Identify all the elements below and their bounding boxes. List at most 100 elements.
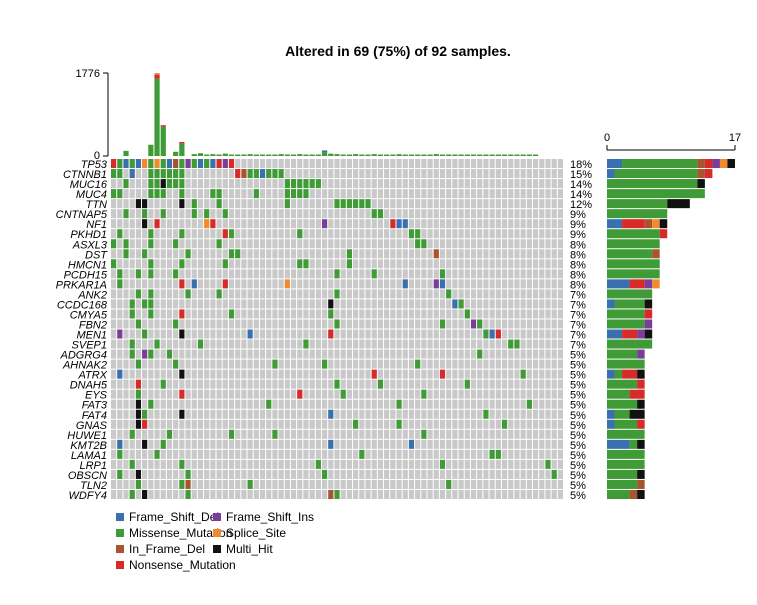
empty-cell xyxy=(111,299,117,309)
empty-cell xyxy=(421,329,427,339)
side-bar-segment xyxy=(644,329,653,339)
empty-cell xyxy=(483,159,489,169)
empty-cell xyxy=(464,329,470,339)
empty-cell xyxy=(545,439,551,449)
empty-cell xyxy=(253,399,259,409)
empty-cell xyxy=(278,209,284,219)
empty-cell xyxy=(408,159,415,169)
empty-cell xyxy=(142,369,148,379)
empty-cell xyxy=(470,169,477,179)
empty-cell xyxy=(210,179,216,189)
empty-cell xyxy=(284,329,290,339)
empty-cell xyxy=(303,159,309,169)
empty-cell xyxy=(421,439,427,449)
empty-cell xyxy=(433,319,439,329)
sample-burden-bar xyxy=(464,154,470,156)
mutation-cell xyxy=(191,199,197,209)
empty-cell xyxy=(501,319,508,329)
side-bar-segment xyxy=(607,239,660,249)
empty-cell xyxy=(415,369,421,379)
mutation-cell xyxy=(117,169,123,179)
empty-cell xyxy=(135,179,142,189)
empty-cell xyxy=(501,299,508,309)
empty-cell xyxy=(464,319,470,329)
empty-cell xyxy=(297,239,303,249)
empty-cell xyxy=(439,339,446,349)
empty-cell xyxy=(346,339,353,349)
empty-cell xyxy=(384,389,390,399)
empty-cell xyxy=(309,349,315,359)
side-bar-segment xyxy=(607,409,615,419)
side-bar-segment xyxy=(637,329,645,339)
empty-cell xyxy=(452,489,458,499)
empty-cell xyxy=(315,199,321,209)
empty-cell xyxy=(433,459,439,469)
empty-cell xyxy=(278,419,284,429)
empty-cell xyxy=(160,349,166,359)
empty-cell xyxy=(334,399,340,409)
empty-cell xyxy=(489,369,495,379)
empty-cell xyxy=(334,179,340,189)
empty-cell xyxy=(197,169,204,179)
empty-cell xyxy=(532,329,539,339)
empty-cell xyxy=(458,209,464,219)
empty-cell xyxy=(501,459,508,469)
empty-cell xyxy=(464,399,470,409)
empty-cell xyxy=(396,359,402,369)
empty-cell xyxy=(197,329,204,339)
percent-label: 5% xyxy=(570,430,586,442)
empty-cell xyxy=(539,179,545,189)
empty-cell xyxy=(514,419,520,429)
empty-cell xyxy=(452,429,458,439)
empty-cell xyxy=(303,369,309,379)
empty-cell xyxy=(452,459,458,469)
empty-cell xyxy=(148,459,154,469)
empty-cell xyxy=(129,449,135,459)
empty-cell xyxy=(421,469,427,479)
mutation-cell xyxy=(371,269,377,279)
empty-cell xyxy=(470,369,477,379)
mutation-cell xyxy=(148,289,154,299)
empty-cell xyxy=(129,479,135,489)
empty-cell xyxy=(197,419,204,429)
empty-cell xyxy=(551,399,557,409)
empty-cell xyxy=(489,249,495,259)
empty-cell xyxy=(160,239,166,249)
empty-cell xyxy=(539,199,545,209)
empty-cell xyxy=(204,259,210,269)
empty-cell xyxy=(166,339,173,349)
empty-cell xyxy=(123,269,129,279)
empty-cell xyxy=(508,459,514,469)
empty-cell xyxy=(290,399,297,409)
mutation-cell xyxy=(179,409,185,419)
empty-cell xyxy=(179,449,185,459)
empty-cell xyxy=(154,309,160,319)
empty-cell xyxy=(353,179,359,189)
empty-cell xyxy=(185,329,191,339)
empty-cell xyxy=(173,259,179,269)
empty-cell xyxy=(297,359,303,369)
empty-cell xyxy=(340,349,346,359)
empty-cell xyxy=(421,269,427,279)
gene-label: CCDC168 xyxy=(57,299,108,311)
empty-cell xyxy=(340,229,346,239)
empty-cell xyxy=(241,429,247,439)
empty-cell xyxy=(545,409,551,419)
empty-cell xyxy=(185,279,191,289)
mutation-cell xyxy=(160,209,166,219)
empty-cell xyxy=(142,169,148,179)
empty-cell xyxy=(439,199,446,209)
empty-cell xyxy=(123,299,129,309)
empty-cell xyxy=(290,419,297,429)
empty-cell xyxy=(520,289,526,299)
empty-cell xyxy=(197,409,204,419)
empty-cell xyxy=(433,219,439,229)
empty-cell xyxy=(228,449,235,459)
empty-cell xyxy=(160,259,166,269)
empty-cell xyxy=(210,169,216,179)
empty-cell xyxy=(111,339,117,349)
empty-cell xyxy=(123,259,129,269)
empty-cell xyxy=(353,269,359,279)
empty-cell xyxy=(557,389,563,399)
empty-cell xyxy=(259,369,266,379)
